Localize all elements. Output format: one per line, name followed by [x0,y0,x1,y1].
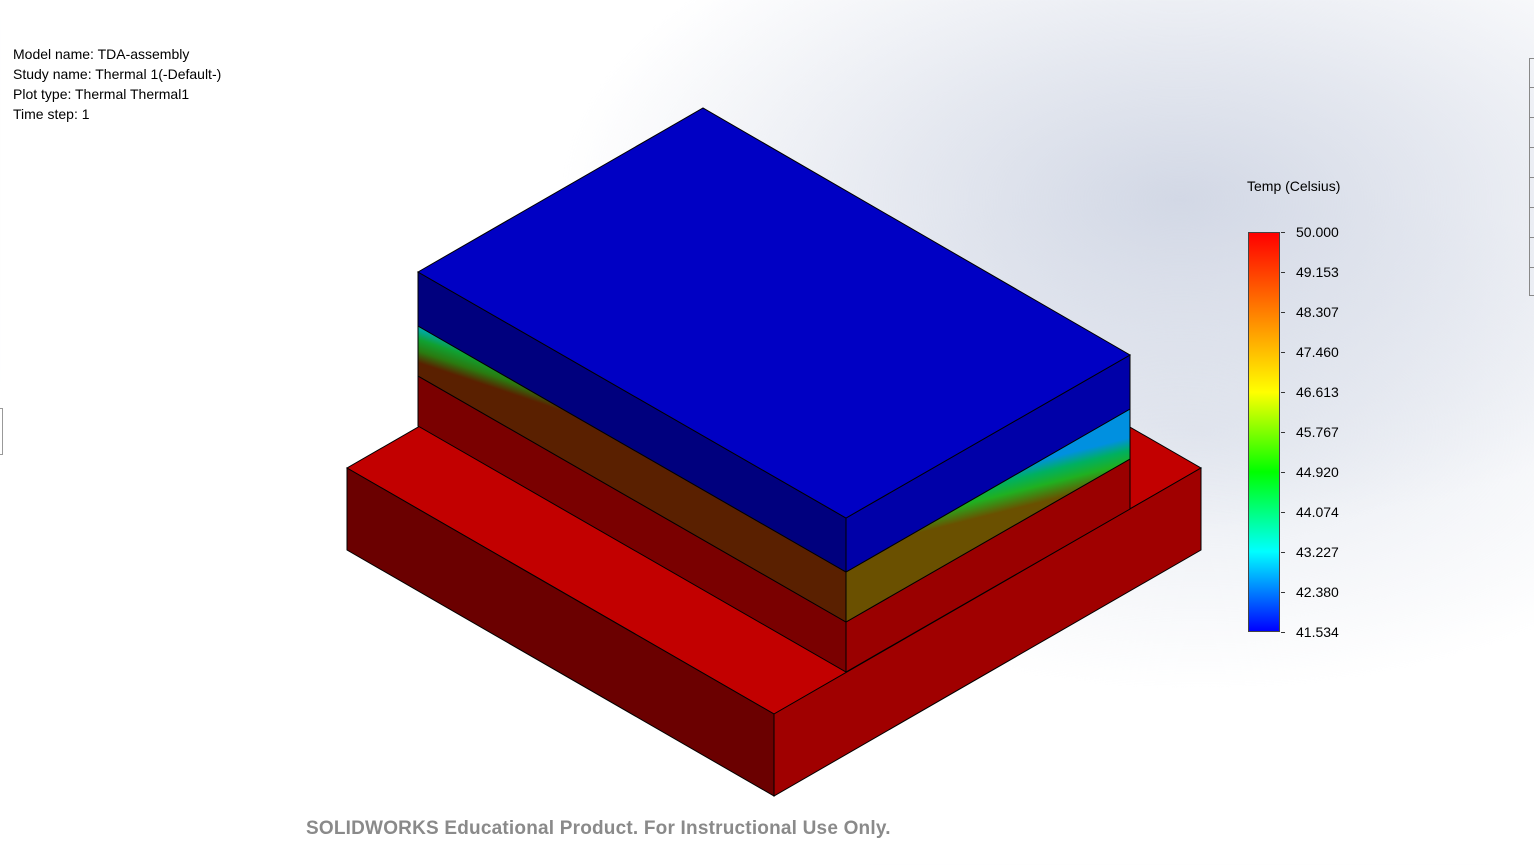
legend-tick-mark [1281,472,1285,473]
time-step-label: Time step: 1 [13,106,90,122]
feature-manager-collapse-handle[interactable] [0,408,3,455]
legend-tick-label: 50.000 [1296,224,1339,240]
legend-tick-label: 42.380 [1296,584,1339,600]
legend-title: Temp (Celsius) [1247,178,1341,194]
legend-tick-mark [1281,272,1285,273]
legend-tick-mark [1281,312,1285,313]
legend-tick-mark [1281,352,1285,353]
plot-info-block: Model name: TDA-assembly Study name: The… [13,44,221,124]
legend-tick-label: 41.534 [1296,624,1339,640]
task-pane-tab-divider [1530,207,1534,208]
task-pane-tab-divider [1530,87,1534,88]
legend-color-bar [1248,232,1280,632]
legend-tick-label: 48.307 [1296,304,1339,320]
legend-tick-mark [1281,552,1285,553]
legend-tick-label: 44.074 [1296,504,1339,520]
legend-tick-label: 43.227 [1296,544,1339,560]
legend-tick-mark [1281,392,1285,393]
legend-tick-label: 46.613 [1296,384,1339,400]
legend-tick-mark [1281,592,1285,593]
legend-tick-label: 47.460 [1296,344,1339,360]
legend-tick-mark [1281,632,1285,633]
legend-tick-mark [1281,432,1285,433]
educational-watermark: SOLIDWORKS Educational Product. For Inst… [306,818,891,839]
legend-tick-mark [1281,512,1285,513]
task-pane-tab-divider [1530,267,1534,268]
task-pane-tab-divider [1530,117,1534,118]
task-pane-tab-divider [1530,147,1534,148]
legend-tick-label: 49.153 [1296,264,1339,280]
plot-type-label: Plot type: Thermal Thermal1 [13,86,190,102]
legend-tick-label: 44.920 [1296,464,1339,480]
task-pane-tabs[interactable] [1529,58,1534,296]
study-name-label: Study name: Thermal 1(-Default-) [13,66,222,82]
legend-tick-mark [1281,232,1285,233]
task-pane-tab-divider [1530,237,1534,238]
task-pane-tab-divider [1530,177,1534,178]
legend-tick-label: 45.767 [1296,424,1339,440]
top-block-top-face [416,107,1132,519]
model-name-label: Model name: TDA-assembly [13,46,190,62]
